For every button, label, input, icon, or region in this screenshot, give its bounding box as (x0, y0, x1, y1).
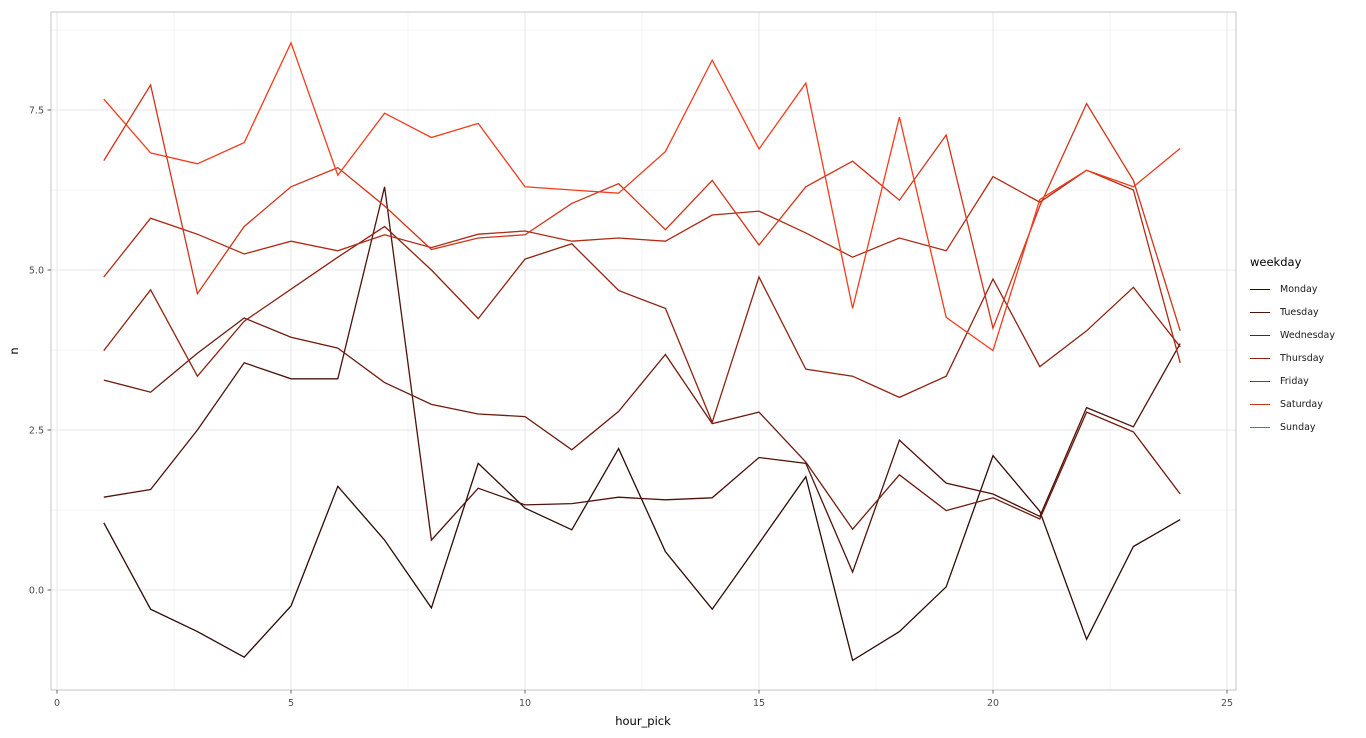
series-line-sunday (103, 41, 1181, 352)
series-line-saturday (103, 83, 1181, 331)
legend-label: Sunday (1280, 422, 1316, 433)
legend-item-friday: Friday (1250, 370, 1335, 393)
legend-key-line-thursday (1250, 358, 1270, 359)
legend-key-line-monday (1250, 289, 1270, 290)
legend-item-wednesday: Wednesday (1250, 324, 1335, 347)
legend: weekday Monday Tuesday Wednesday Thursday Fr… (1250, 255, 1335, 439)
x-tick-label: 10 (519, 698, 531, 709)
series-line-friday (103, 169, 1181, 363)
legend-item-sunday: Sunday (1250, 416, 1335, 439)
legend-items: Monday Tuesday Wednesday Thursday Friday Satu… (1250, 278, 1335, 439)
x-tick-label: 0 (54, 698, 60, 709)
legend-key-line-saturday (1250, 404, 1270, 405)
y-tick-label: 2.5 (29, 426, 44, 437)
legend-label: Monday (1280, 284, 1318, 295)
y-tick-label: 7.5 (29, 106, 44, 117)
legend-key-line-friday (1250, 381, 1270, 382)
y-tick-label: 5.0 (29, 266, 44, 277)
legend-label: Tuesday (1280, 307, 1319, 318)
panel-background (51, 12, 1236, 690)
y-tick-label: 0.0 (29, 586, 44, 597)
series-line-thursday (103, 225, 1181, 425)
legend-label: Saturday (1280, 399, 1323, 410)
series-line-wednesday (103, 317, 1181, 531)
legend-key-line-wednesday (1250, 335, 1270, 336)
series-line-monday (103, 447, 1181, 662)
y-axis-title: n (7, 347, 21, 355)
legend-label: Friday (1280, 376, 1309, 387)
legend-key-line-tuesday (1250, 312, 1270, 313)
x-tick-label: 5 (288, 698, 294, 709)
x-tick-label: 25 (1221, 698, 1233, 709)
legend-label: Thursday (1280, 353, 1325, 364)
legend-label: Wednesday (1280, 330, 1336, 341)
panel-border (50, 11, 1237, 691)
legend-item-thursday: Thursday (1250, 347, 1335, 370)
legend-item-saturday: Saturday (1250, 393, 1335, 416)
legend-title: weekday (1250, 255, 1302, 269)
legend-item-tuesday: Tuesday (1250, 301, 1335, 324)
x-tick-label: 15 (753, 698, 765, 709)
legend-key-line-sunday (1250, 427, 1270, 428)
legend-item-monday: Monday (1250, 278, 1335, 301)
x-axis-title: hour_pick (615, 714, 671, 728)
series-line-tuesday (103, 186, 1181, 574)
x-tick-label: 20 (987, 698, 999, 709)
